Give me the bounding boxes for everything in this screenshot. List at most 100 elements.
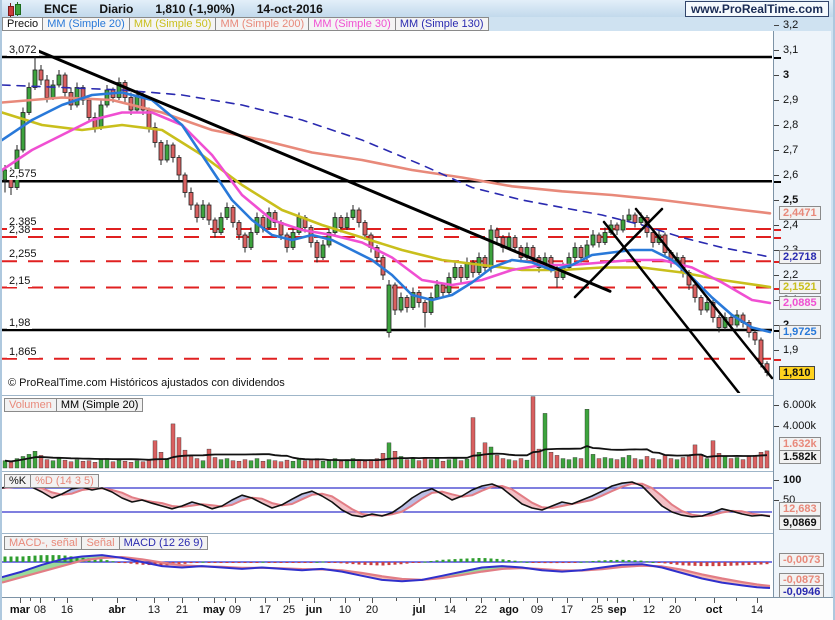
volume-bar: [332, 458, 338, 469]
volume-bar: [752, 455, 758, 469]
volume-ma-label[interactable]: MM (Simple 20): [56, 398, 144, 412]
macd-histogram-bar: [117, 562, 121, 563]
candle-body: [194, 204, 200, 218]
timeframe-label: Diario: [99, 1, 134, 16]
axis-tick: [774, 325, 779, 326]
ma20-label[interactable]: MM (Simple 20): [43, 17, 130, 31]
date-label: sep: [607, 604, 627, 616]
candlestick-chart-icon: [6, 1, 22, 18]
candle-body: [218, 217, 224, 233]
macd-histogram-bar: [603, 560, 607, 562]
price-pane-label[interactable]: Precio: [2, 17, 44, 31]
brand-link[interactable]: www.ProRealTime.com: [684, 0, 829, 17]
stochastic-chart-canvas[interactable]: [2, 473, 773, 533]
macd-chart-canvas[interactable]: [2, 535, 773, 597]
macd-histogram-bar: [723, 562, 727, 567]
price-tick-label: 2,7: [783, 144, 799, 156]
candle-body: [566, 257, 572, 268]
volume-bar: [278, 461, 284, 469]
volume-pane-label[interactable]: Volumen: [4, 398, 57, 412]
date-label: 21: [175, 604, 189, 616]
candle-body: [374, 247, 380, 258]
volume-bar: [644, 456, 650, 469]
macd-fill: [2, 571, 22, 583]
volume-bar: [554, 455, 560, 469]
macd-histogram-bar: [567, 562, 571, 563]
right-price-axis: 3,23,132,92,82,72,62,52,42,32,22,121,92,…: [773, 19, 833, 599]
candle-body: [704, 302, 710, 311]
stochastic-d-label[interactable]: %D (14 3 5): [31, 474, 99, 488]
volume-bar: [200, 460, 206, 469]
volume-bar: [548, 452, 554, 469]
date-tick: [649, 598, 650, 603]
date-label: jul: [412, 604, 426, 616]
macd-histogram-bar: [351, 562, 355, 565]
date-tick: [757, 598, 758, 603]
macd-histogram-bar: [303, 562, 307, 563]
volume-bar: [584, 408, 590, 469]
volume-bar: [608, 458, 614, 469]
volume-bar: [302, 460, 308, 469]
candle-body: [626, 214, 632, 221]
volume-bar: [374, 458, 380, 469]
volume-bar: [38, 455, 44, 469]
ma30-label[interactable]: MM (Simple 30): [309, 17, 396, 31]
volume-bar: [578, 458, 584, 469]
volume-bar: [122, 460, 128, 469]
candle-body: [62, 74, 68, 93]
stochastic-k-label[interactable]: %K: [4, 474, 32, 488]
axis-tick: [774, 25, 779, 26]
last-quote: 1,810 (-1,90%): [155, 1, 235, 16]
macd-histogram-bar: [543, 562, 547, 564]
ma50-label[interactable]: MM (Simple 50): [129, 17, 217, 31]
macd-histogram-bar: [285, 562, 289, 563]
axis-tick: [774, 250, 779, 251]
ma-value-box: 2,1521: [779, 279, 821, 294]
volume-bar: [452, 458, 458, 469]
volume-bar: [728, 458, 734, 469]
macd-histogram-bar: [57, 555, 61, 562]
macd-histogram-bar: [453, 559, 457, 562]
volume-bar: [140, 461, 146, 469]
axis-tick: [774, 150, 779, 151]
stochastic-k-line: [2, 481, 771, 518]
macd-hist-label[interactable]: MACD-, señal: [4, 536, 83, 550]
macd-line: [2, 554, 771, 589]
volume-bar: [422, 457, 428, 469]
date-tick: [675, 598, 676, 603]
macd-histogram-bar: [621, 559, 625, 562]
copyright-note: © ProRealTime.com Históricos ajustados c…: [6, 377, 287, 389]
macd-histogram-bar: [21, 556, 25, 562]
volume-bar: [206, 448, 212, 469]
line-level-tick: [774, 57, 781, 59]
candle-body: [188, 192, 194, 206]
macd-histogram-bar: [381, 562, 385, 566]
ma130-label[interactable]: MM (Simple 130): [395, 17, 489, 31]
stochastic-fill: [262, 498, 272, 508]
volume-bar: [530, 396, 536, 469]
volume-chart-canvas[interactable]: [2, 396, 773, 471]
macd-histogram-bar: [99, 559, 103, 562]
macd-histogram-bar: [279, 562, 283, 563]
candle-body: [578, 247, 584, 258]
candle-body: [14, 149, 20, 188]
date-minor-tick: [198, 598, 199, 601]
candle-body: [434, 284, 440, 298]
volume-bar: [434, 458, 440, 469]
price-chart-canvas[interactable]: [2, 31, 773, 393]
volume-bar: [8, 462, 14, 469]
macd-histogram-bar: [537, 562, 541, 563]
macd-signal-label[interactable]: Señal: [82, 536, 120, 550]
macd-label[interactable]: MACD (12 26 9): [119, 536, 209, 550]
candle-body: [482, 257, 488, 268]
candle-body: [116, 82, 122, 98]
volume-bar: [284, 459, 290, 469]
date-minor-tick: [135, 598, 137, 601]
volume-bar: [542, 413, 548, 469]
volume-bar: [668, 458, 674, 469]
date-minor-tick: [735, 598, 737, 601]
ma200-label[interactable]: MM (Simple 200): [216, 17, 310, 31]
volume-bar: [110, 461, 116, 469]
candle-body: [158, 142, 164, 161]
